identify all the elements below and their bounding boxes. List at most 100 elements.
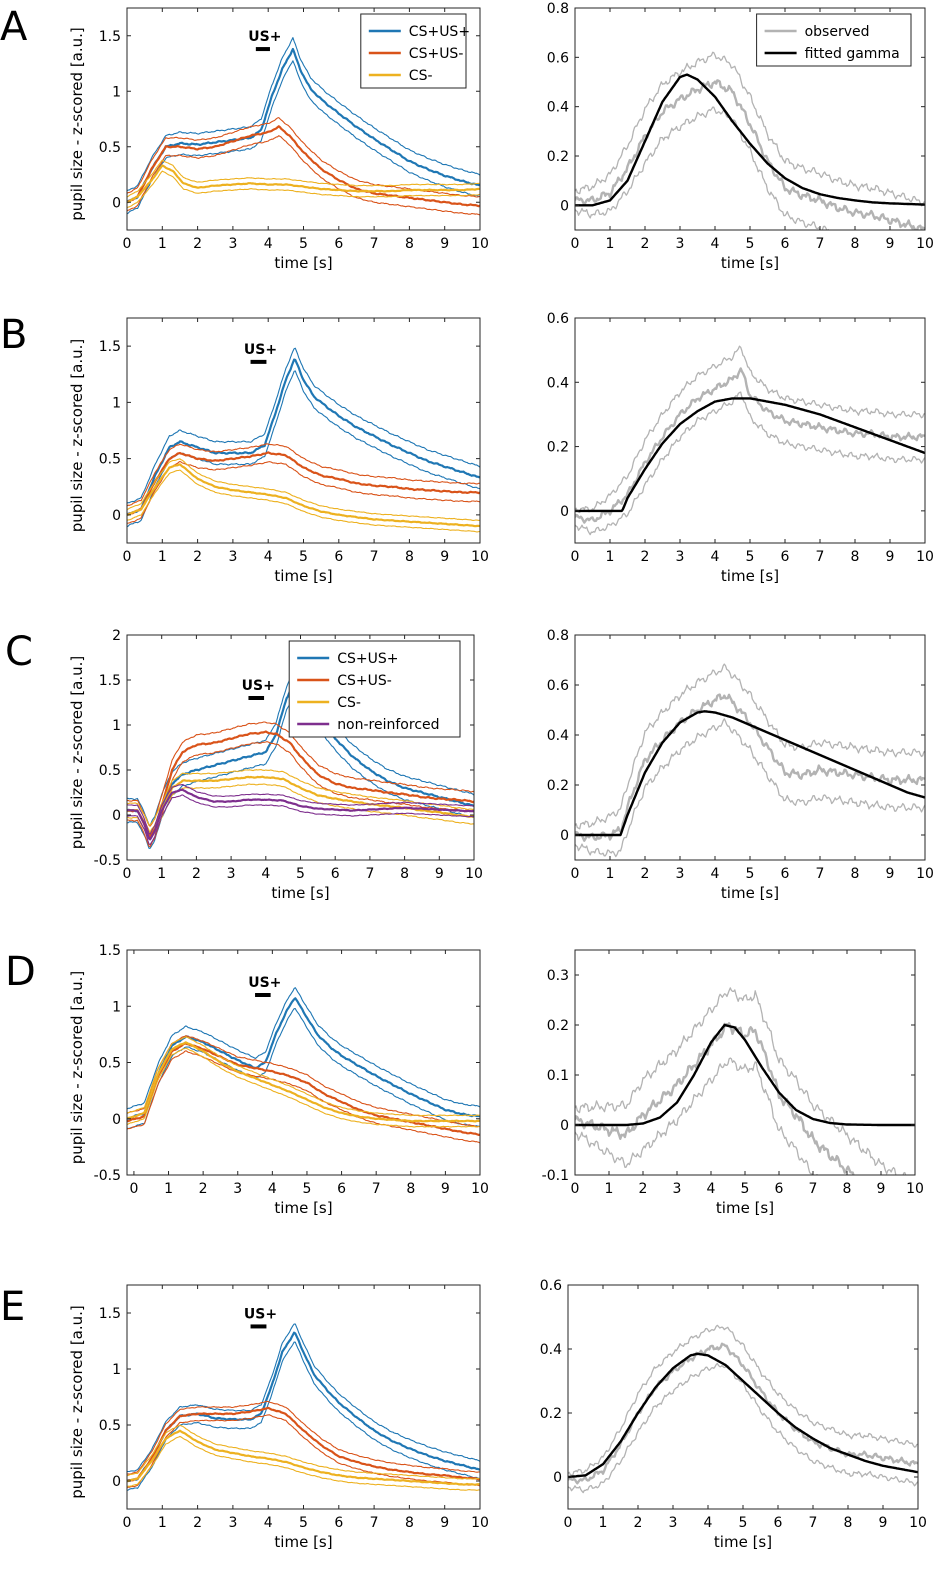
x-tick-label: 3	[228, 236, 237, 252]
x-tick-label: 8	[406, 1181, 415, 1197]
x-tick-label: 2	[641, 866, 650, 882]
y-tick-label: 0.5	[99, 763, 121, 779]
x-tick-label: 4	[707, 1181, 716, 1197]
legend-entry: CS-	[337, 695, 361, 711]
x-tick-label: 1	[606, 866, 615, 882]
x-tick-label: 4	[711, 549, 720, 565]
series-fitted-mean	[575, 397, 925, 513]
x-tick-label: 2	[193, 549, 202, 565]
chart-E-right: 0 1 2 3 4 5 6 7 8 9 10 0 0.2 0.4 0.6 time [s]	[540, 1278, 927, 1551]
y-axis-label: pupil size - z-scored [a.u.]	[68, 971, 86, 1165]
x-tick-label: 8	[851, 866, 860, 882]
x-tick-label: 9	[440, 549, 449, 565]
series-observed-upper	[568, 1324, 918, 1477]
x-tick-label: 10	[909, 1515, 927, 1531]
x-tick-label: 7	[809, 1181, 818, 1197]
x-tick-label: 4	[268, 1181, 277, 1197]
x-tick-label: 3	[227, 866, 236, 882]
x-axis-label: time [s]	[714, 1533, 772, 1551]
x-tick-label: 6	[774, 1515, 783, 1531]
series-cs_us_plus-mean	[127, 997, 480, 1120]
y-tick-label: 0.4	[547, 728, 569, 744]
y-tick-label: 0.8	[547, 1, 569, 17]
axes-box	[126, 949, 481, 1176]
series-observed-upper	[575, 987, 907, 1175]
x-tick-label: 0	[123, 1515, 132, 1531]
y-tick-label: 1.5	[99, 29, 121, 45]
y-tick-label: 0.4	[547, 100, 569, 116]
chart-A-right: 0 1 2 3 4 5 6 7 8 9 10 0 0.2 0.4 0.6 0.8 time [s] observe…	[547, 1, 934, 272]
us-label: US+	[248, 29, 281, 45]
y-tick-label: 1.5	[99, 943, 121, 959]
legend: observed fitted gamma	[756, 13, 912, 67]
x-tick-label: 9	[879, 1515, 888, 1531]
x-tick-label: 1	[606, 549, 615, 565]
axes-box	[574, 949, 916, 1176]
y-tick-label: 1.5	[99, 1306, 121, 1322]
y-tick-label: 0	[112, 808, 121, 824]
panel-label: B	[0, 312, 27, 358]
series-observed-upper	[575, 663, 925, 830]
y-tick-label: 0	[560, 828, 569, 844]
x-tick-label: 2	[639, 1181, 648, 1197]
y-tick-label: 0.5	[99, 1418, 121, 1434]
x-tick-label: 5	[296, 866, 305, 882]
x-tick-label: 10	[916, 866, 934, 882]
series-cs_us_minus-mean	[127, 730, 474, 838]
x-tick-label: 7	[370, 549, 379, 565]
plot-area	[568, 1324, 918, 1494]
y-tick-label: 0	[553, 1470, 562, 1486]
series-cs_us_plus-lower	[127, 1008, 480, 1129]
plot-area	[575, 663, 925, 858]
series-cs_us_minus-upper	[127, 1400, 480, 1475]
y-tick-label: 0	[560, 198, 569, 214]
x-tick-label: 4	[264, 1515, 273, 1531]
series-cs_minus-mean	[127, 164, 480, 204]
series-cs_us_plus-lower	[127, 370, 480, 528]
series-cs_minus-lower	[127, 783, 474, 840]
series-fitted-mean	[568, 1352, 918, 1479]
y-tick-label: 0	[560, 1118, 569, 1134]
y-tick-label: 0.1	[547, 1068, 569, 1084]
series-cs_minus-upper	[127, 1424, 480, 1480]
series-observed-lower	[575, 391, 925, 536]
x-tick-label: 2	[199, 1181, 208, 1197]
x-tick-label: 5	[746, 866, 755, 882]
y-tick-label: 1.5	[99, 339, 121, 355]
y-tick-label: 0.2	[547, 778, 569, 794]
x-tick-label: 2	[634, 1515, 643, 1531]
plot-area	[575, 345, 925, 536]
series-cs_us_plus-upper	[127, 37, 480, 192]
x-tick-label: 9	[877, 1181, 886, 1197]
y-tick-label: 1	[112, 84, 121, 100]
y-tick-label: 0.6	[547, 311, 569, 327]
y-tick-label: 1	[112, 1362, 121, 1378]
x-tick-label: 10	[916, 236, 934, 252]
y-tick-label: 0	[112, 1474, 121, 1490]
series-fitted-mean	[575, 710, 925, 837]
x-tick-label: 1	[606, 236, 615, 252]
y-tick-label: 0.2	[540, 1406, 562, 1422]
x-tick-label: 8	[844, 1515, 853, 1531]
x-tick-label: 6	[781, 236, 790, 252]
series-cs_us_minus-lower	[127, 1414, 480, 1488]
x-tick-label: 9	[886, 866, 895, 882]
x-tick-label: 1	[158, 236, 167, 252]
series-observed-lower	[575, 1057, 819, 1175]
x-tick-label: 4	[711, 236, 720, 252]
x-tick-label: 7	[370, 1515, 379, 1531]
x-tick-label: 4	[711, 866, 720, 882]
y-axis-label: pupil size - z-scored [a.u.]	[68, 1305, 86, 1499]
x-tick-label: 3	[228, 549, 237, 565]
series-cs_minus-lower	[127, 1435, 480, 1491]
x-tick-label: 0	[123, 236, 132, 252]
y-tick-label: 0.4	[547, 375, 569, 391]
y-tick-label: 0	[560, 504, 569, 520]
series-fitted-mean	[575, 1023, 915, 1127]
x-tick-label: 0	[571, 549, 580, 565]
x-tick-label: 5	[741, 1181, 750, 1197]
panel-label: A	[0, 4, 28, 50]
y-tick-label: 0	[112, 195, 121, 211]
y-tick-label: 0	[112, 1112, 121, 1128]
